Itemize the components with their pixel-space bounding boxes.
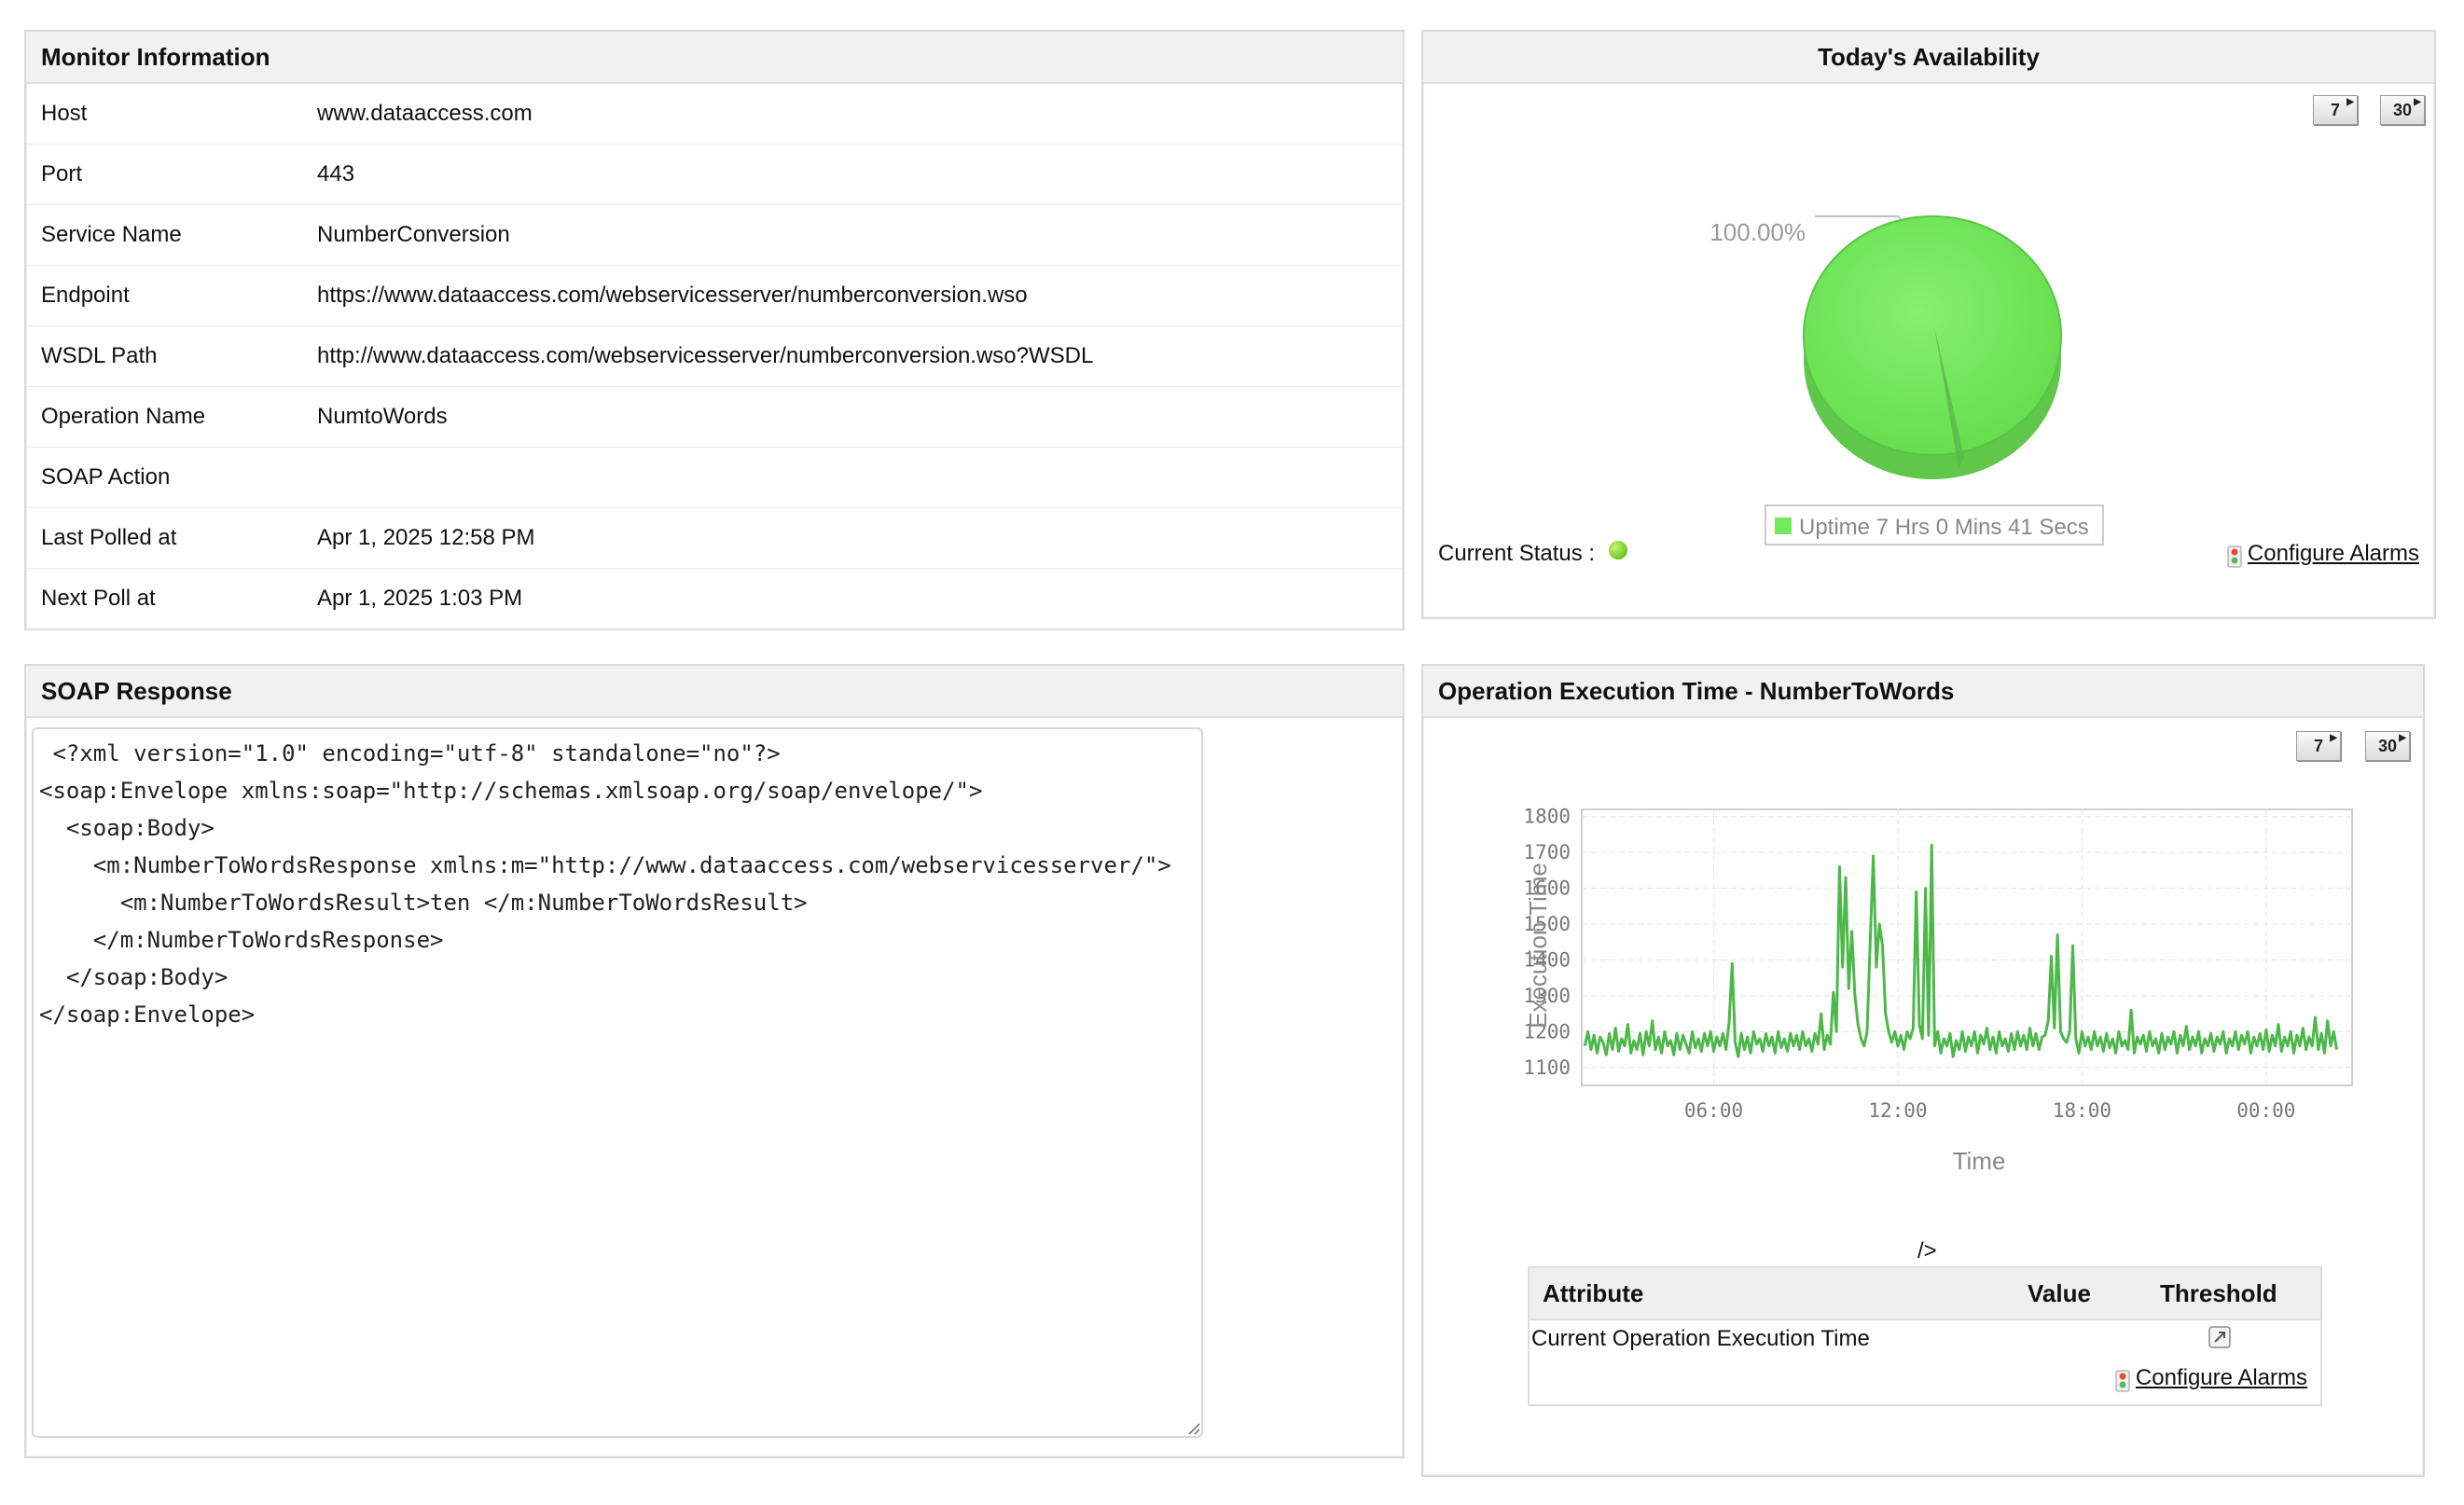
soap-response-textarea[interactable]: <?xml version="1.0" encoding="utf-8" sta… — [32, 727, 1203, 1438]
availability-title: Today's Availability — [1423, 32, 2434, 84]
execution-time-series-line — [1583, 843, 2338, 1058]
exec-30-day-label: 30 — [2377, 737, 2398, 755]
chart-y-tick-label: 1100 — [1523, 1056, 1571, 1079]
play-arrow-icon: ▶ — [2330, 733, 2337, 743]
info-row-label: Last Polled at — [41, 525, 177, 550]
chart-x-axis-label: Time — [1953, 1147, 2006, 1175]
execution-time-chart: 1100 1200 1300 1400 1500 1600 1700 1800 06:00 12:… — [1523, 806, 2353, 1175]
info-row: SOAP Action — [26, 448, 1403, 508]
current-status: Current Status : — [1438, 541, 1627, 567]
play-arrow-icon: ▶ — [2414, 97, 2421, 107]
info-row-label: Endpoint — [41, 283, 130, 308]
info-row-label: Host — [41, 101, 88, 126]
info-row-value: Apr 1, 2025 12:58 PM — [317, 525, 535, 550]
availability-7-day-label: 7 — [2330, 101, 2340, 119]
info-row-value: www.dataaccess.com — [317, 101, 533, 126]
info-row: Endpoint https://www.dataaccess.com/webse… — [26, 266, 1403, 326]
availability-7-day-button[interactable]: 7 ▶ — [2313, 95, 2358, 125]
traffic-light-icon — [2115, 1370, 2130, 1392]
exec-7-day-button[interactable]: 7 ▶ — [2296, 731, 2341, 761]
info-row-label: Next Poll at — [41, 586, 156, 611]
exec-7-day-label: 7 — [2313, 737, 2323, 755]
stray-markup-text: /> — [1917, 1238, 1937, 1263]
attribute-column-header: Attribute — [1543, 1279, 1644, 1307]
info-row-value: Apr 1, 2025 1:03 PM — [317, 586, 523, 611]
availability-panel: Today's Availability 7 ▶ 30 ▶ 100.00% Upti… — [1421, 30, 2436, 619]
execution-time-title: Operation Execution Time - NumberToWords — [1423, 666, 2423, 718]
info-row: Last Polled at Apr 1, 2025 12:58 PM — [26, 508, 1403, 569]
info-row-value: NumberConversion — [317, 222, 510, 247]
chart-y-tick-label: 1600 — [1523, 877, 1571, 900]
chart-x-tick-label: 18:00 — [2053, 1099, 2111, 1122]
chart-y-tick-label: 1400 — [1523, 948, 1571, 971]
info-row: Operation Name NumtoWords — [26, 387, 1403, 448]
pie-top — [1803, 215, 2062, 456]
soap-response-panel: SOAP Response <?xml version="1.0" encodi… — [24, 664, 1405, 1458]
monitor-information-table: Host www.dataaccess.com Port 443 Service Nam… — [26, 84, 1403, 629]
configure-alarms-link[interactable]: Configure Alarms — [2247, 541, 2419, 566]
info-row-label: SOAP Action — [41, 464, 171, 490]
current-status-label: Current Status : — [1438, 541, 1596, 566]
info-row-label: WSDL Path — [41, 343, 158, 368]
info-row-value: NumtoWords — [317, 404, 448, 429]
info-row: Service Name NumberConversion — [26, 205, 1403, 266]
chart-x-tick-label: 06:00 — [1684, 1099, 1743, 1122]
availability-configure-alarms[interactable]: Configure Alarms — [2227, 541, 2419, 568]
value-column-header: Value — [2028, 1279, 2091, 1307]
monitor-information-title: Monitor Information — [26, 32, 1403, 84]
info-row: WSDL Path http://www.dataaccess.com/webse… — [26, 326, 1403, 387]
attribute-table-header: Attribute Value Threshold — [1530, 1268, 2320, 1320]
status-green-dot-icon — [1608, 541, 1627, 559]
chart-y-axis-label: Execution Time — [1524, 863, 1552, 1029]
chart-y-tick-label: 1700 — [1523, 841, 1571, 863]
textarea-resize-handle-icon[interactable] — [1186, 1421, 1201, 1436]
availability-30-day-button[interactable]: 30 ▶ — [2380, 95, 2425, 125]
pie-legend-text: Uptime 7 Hrs 0 Mins 41 Secs — [1799, 515, 2089, 540]
play-arrow-icon: ▶ — [2399, 733, 2406, 743]
threshold-column-header: Threshold — [2160, 1279, 2277, 1307]
info-row-value: 443 — [317, 161, 355, 186]
chart-y-tick-label: 1300 — [1523, 985, 1571, 1007]
info-row: Next Poll at Apr 1, 2025 1:03 PM — [26, 569, 1403, 629]
exec-30-day-button[interactable]: 30 ▶ — [2365, 731, 2410, 761]
table-configure-alarms[interactable]: Configure Alarms — [2115, 1365, 2307, 1392]
pie-legend-swatch — [1775, 518, 1792, 534]
info-row-label: Operation Name — [41, 404, 206, 429]
info-row-label: Service Name — [41, 222, 182, 247]
table-row: Current Operation Execution Time Configu… — [1530, 1320, 2320, 1402]
availability-30-day-label: 30 — [2392, 101, 2413, 119]
play-arrow-icon: ▶ — [2346, 97, 2354, 107]
chart-x-tick-label: 12:00 — [1868, 1099, 1927, 1122]
chart-y-tick-label: 1500 — [1523, 913, 1571, 935]
info-row-label: Port — [41, 161, 83, 186]
attribute-name-cell: Current Operation Execution Time — [1531, 1326, 1870, 1351]
attribute-table: Attribute Value Threshold Current Operat… — [1528, 1266, 2322, 1406]
traffic-light-icon — [2227, 545, 2242, 568]
info-row-value: http://www.dataaccess.com/webservicesser… — [317, 343, 1094, 368]
chart-y-tick-label: 1200 — [1523, 1020, 1571, 1042]
soap-response-title: SOAP Response — [26, 666, 1403, 718]
execution-time-panel: Operation Execution Time - NumberToWords… — [1421, 664, 2425, 1477]
monitor-information-panel: Monitor Information Host www.dataaccess.c… — [24, 30, 1405, 630]
info-row-value: https://www.dataaccess.com/webservicesse… — [317, 283, 1028, 308]
chart-y-tick-label: 1800 — [1523, 806, 1571, 828]
threshold-edit-icon[interactable] — [2208, 1326, 2231, 1348]
configure-alarms-link[interactable]: Configure Alarms — [2135, 1365, 2307, 1390]
availability-pie-chart: 100.00% Uptime 7 Hrs 0 Mins 41 Secs — [1710, 215, 2104, 545]
pie-percent-label: 100.00% — [1710, 218, 1806, 246]
chart-x-tick-label: 00:00 — [2236, 1099, 2295, 1122]
pie-legend-box — [1765, 504, 2104, 545]
info-row: Port 443 — [26, 145, 1403, 205]
info-row: Host www.dataaccess.com — [26, 84, 1403, 145]
